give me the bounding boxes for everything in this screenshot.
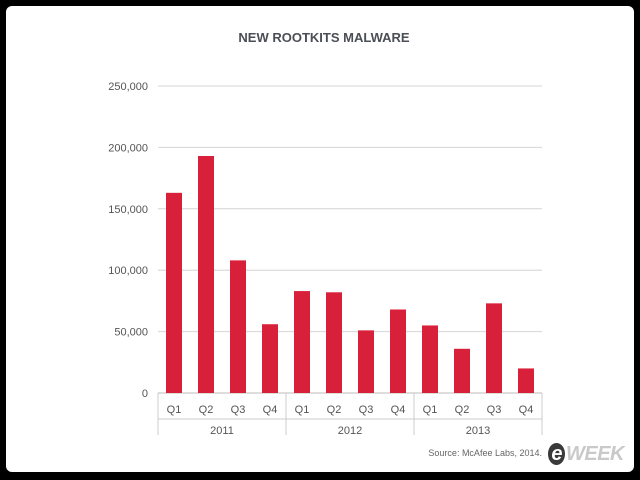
x-tick-label: Q3 [231, 404, 246, 416]
x-tick-label: Q4 [391, 404, 406, 416]
y-tick-label: 50,000 [114, 327, 148, 339]
bar-chart: NEW ROOTKITS MALWARE 0 50,000 100,000 150,0… [108, 30, 543, 458]
bar [486, 303, 502, 393]
bar [294, 291, 310, 393]
x-group-label: 2012 [338, 425, 362, 437]
x-tick-label: Q4 [519, 404, 534, 416]
chart-title: NEW ROOTKITS MALWARE [238, 30, 409, 45]
bar [326, 292, 342, 393]
y-tick-label: 150,000 [108, 204, 148, 216]
bar [518, 368, 534, 393]
bar [230, 260, 246, 393]
x-tick-label: Q2 [327, 404, 342, 416]
y-tick-label: 200,000 [108, 142, 148, 154]
y-tick-label: 100,000 [108, 265, 148, 277]
x-tick-label: Q1 [295, 404, 310, 416]
source-note: Source: McAfee Labs, 2014. [428, 448, 542, 458]
gridlines [158, 85, 542, 394]
bar [390, 309, 406, 393]
y-axis-ticks: 0 50,000 100,000 150,000 200,000 250,000 [108, 81, 148, 400]
x-tick-label: Q2 [455, 404, 470, 416]
x-tick-label: Q4 [263, 404, 278, 416]
bars [166, 155, 534, 393]
y-tick-label: 250,000 [108, 81, 148, 93]
x-tick-label: Q1 [423, 404, 438, 416]
x-tick-label: Q3 [487, 404, 502, 416]
x-tick-label: Q3 [359, 404, 374, 416]
chart-panel: NEW ROOTKITS MALWARE 0 50,000 100,000 150,0… [6, 6, 634, 472]
bar [454, 348, 470, 393]
x-tick-label: Q1 [167, 404, 182, 416]
y-tick-label: 0 [142, 388, 148, 400]
bar [422, 325, 438, 393]
x-group-label: 2013 [466, 425, 490, 437]
bar [166, 192, 182, 393]
bar [198, 155, 214, 393]
bar [358, 330, 374, 393]
x-tick-label: Q2 [199, 404, 214, 416]
x-group-label: 2011 [210, 425, 234, 437]
eweek-logo: e WEEK [548, 443, 625, 466]
bar [262, 324, 278, 393]
eweek-logo-text: WEEK [566, 443, 625, 465]
eweek-logo-e: e [548, 443, 565, 465]
x-axis-ticks: Q1 Q2 Q3 Q4 Q1 Q2 Q3 Q4 Q1 Q2 Q3 Q4 2011 2012 2013 [157, 393, 543, 437]
